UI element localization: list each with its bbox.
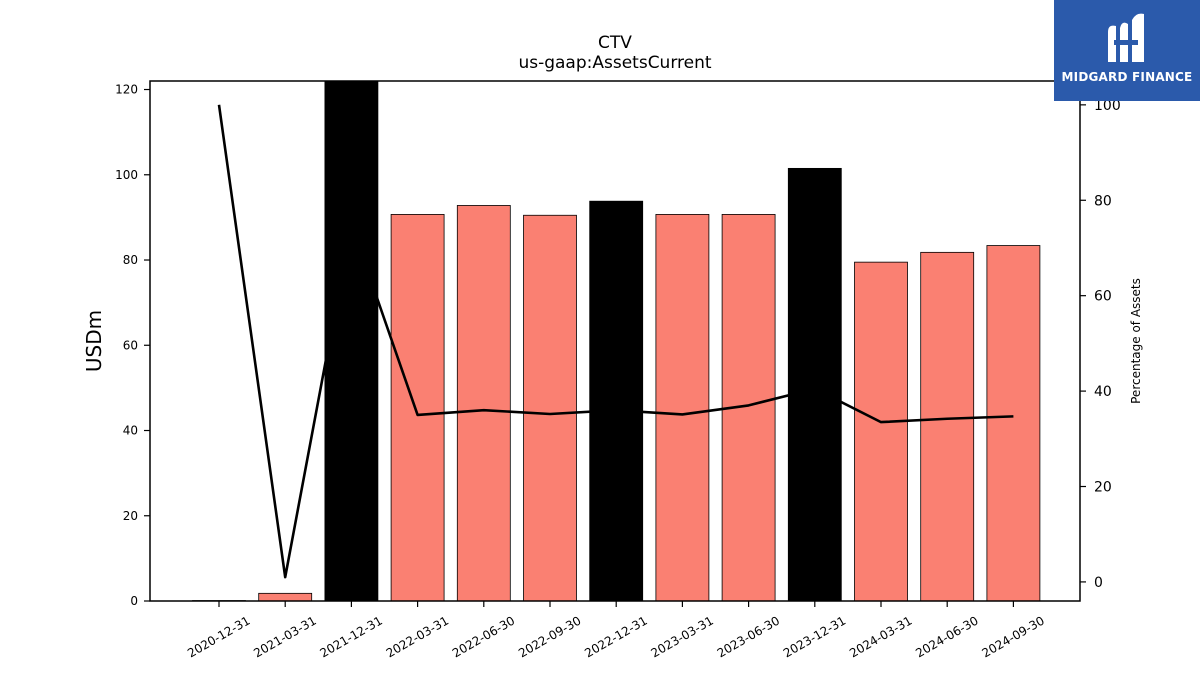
x-tick-label-2022-09-30: 2022-09-30 — [516, 613, 583, 660]
logo-text: MIDGARD FINANCE — [1061, 70, 1193, 84]
x-tick-label-2023-06-30: 2023-06-30 — [715, 613, 782, 660]
y2-tick-label-40: 40 — [1094, 384, 1112, 400]
x-tick-label-2021-03-31: 2021-03-31 — [251, 613, 318, 660]
x-tick-label-2023-12-31: 2023-12-31 — [781, 613, 848, 660]
bar-2023-12-31 — [787, 167, 842, 602]
chart-subtitle: us-gaap:AssetsCurrent — [518, 53, 711, 73]
y-tick-label-40: 40 — [123, 424, 138, 438]
y2-tick-label-100: 100 — [1094, 98, 1121, 114]
y-axis-label: USDm — [82, 310, 106, 372]
y-tick-label-100: 100 — [115, 168, 138, 182]
midgard-finance-logo: MIDGARD FINANCE — [1054, 0, 1200, 101]
y2-tick-label-60: 60 — [1094, 289, 1112, 305]
bar-2022-12-31 — [589, 200, 644, 602]
bar-2024-09-30 — [986, 245, 1041, 602]
y2-tick-label-20: 20 — [1094, 480, 1112, 496]
x-tick-label-2023-03-31: 2023-03-31 — [648, 613, 715, 660]
plot-frame — [149, 80, 1081, 602]
y-tick-label-0: 0 — [130, 594, 138, 608]
bar-2021-03-31 — [258, 592, 313, 602]
x-tick-label-2021-12-31: 2021-12-31 — [317, 613, 384, 660]
y2-axis-label: Percentage of Assets — [1129, 278, 1143, 404]
x-tick-label-2024-06-30: 2024-06-30 — [913, 613, 980, 660]
x-tick-label-2024-09-30: 2024-09-30 — [979, 613, 1046, 660]
bar-2023-03-31 — [655, 214, 710, 602]
y-tick-label-60: 60 — [123, 338, 138, 352]
midgard-m-icon — [1108, 13, 1144, 63]
x-tick-label-2022-03-31: 2022-03-31 — [384, 613, 451, 660]
bar-2024-03-31 — [854, 261, 908, 602]
x-tick-label-2022-06-30: 2022-06-30 — [450, 613, 517, 660]
x-tick-label-2020-12-31: 2020-12-31 — [185, 613, 252, 660]
bar-2022-03-31 — [390, 214, 445, 602]
bar-2022-06-30 — [456, 205, 511, 602]
percentage-line — [217, 104, 1014, 579]
chart-title: CTV — [598, 33, 632, 53]
y-tick-label-20: 20 — [123, 509, 138, 523]
y2-tick-label-0: 0 — [1094, 575, 1103, 591]
x-tick-label-2022-12-31: 2022-12-31 — [582, 613, 649, 660]
x-tick-label-2024-03-31: 2024-03-31 — [847, 613, 914, 660]
bar-2024-06-30 — [920, 251, 975, 602]
bar-2021-12-31 — [324, 80, 379, 602]
y-tick-label-80: 80 — [123, 253, 138, 267]
y-tick-label-120: 120 — [115, 83, 138, 97]
bar-2022-09-30 — [523, 214, 577, 602]
y2-tick-label-80: 80 — [1094, 193, 1112, 209]
